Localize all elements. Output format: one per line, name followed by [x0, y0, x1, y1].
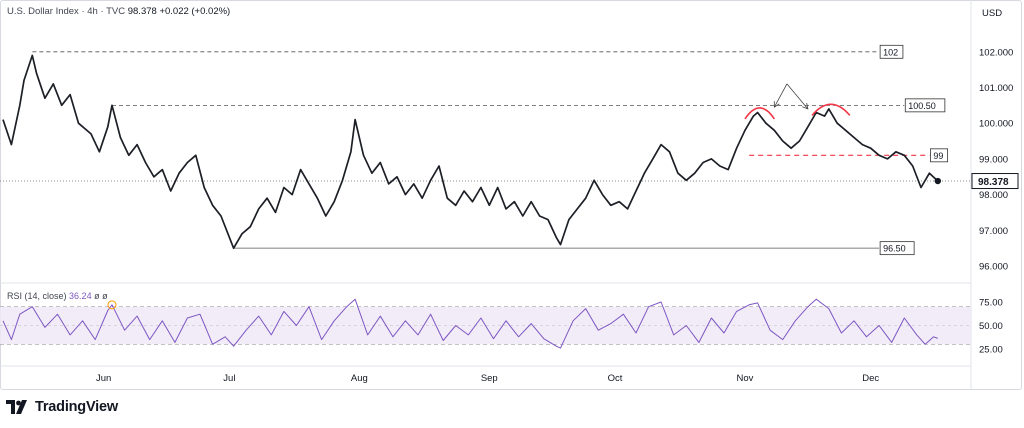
rsi-label: RSI (14, close)	[7, 291, 67, 301]
currency-label: USD	[982, 8, 1002, 19]
rsi-extra-1: ø	[94, 291, 100, 301]
price-chart[interactable]: USD 102 100.50 96.50 99 102.000 101.000 100.0…	[0, 0, 1024, 390]
price-tick-label: 100.000	[979, 119, 1013, 130]
last-price-dot	[934, 177, 942, 185]
price-change-readout: +0.022 (+0.02%)	[159, 6, 231, 17]
pointer-arrow-2	[786, 83, 809, 110]
level-label-99: 99	[933, 151, 943, 161]
rsi-value: 36.24	[69, 291, 92, 301]
rsi-series-line	[2, 298, 938, 349]
rsi-overbought-marker	[107, 300, 117, 310]
brand-name: TradingView	[35, 399, 118, 415]
time-tick-label: Nov	[737, 373, 754, 384]
time-tick-label: Dec	[862, 373, 879, 384]
pointer-arrow-1	[773, 83, 788, 108]
level-label-100.50: 100.50	[908, 101, 936, 111]
tradingview-logo-icon	[6, 400, 27, 414]
time-tick-label: Jun	[96, 373, 111, 384]
level-label-box-96.50	[879, 241, 915, 256]
pointer-arrowhead-2	[802, 102, 809, 110]
level-label-box-99	[930, 148, 949, 163]
last-price-tag-label: 98.378	[978, 177, 1009, 188]
last-price-readout: 98.378	[127, 6, 157, 17]
price-tick-label: 97.000	[979, 226, 1008, 237]
symbol-title: U.S. Dollar Index · 4h · TVC	[7, 6, 126, 17]
level-label-96.50: 96.50	[883, 244, 906, 254]
rsi-legend: RSI (14, close) 36.24 ø ø	[7, 291, 108, 301]
level-label-102: 102	[883, 47, 898, 57]
price-tick-label: 96.000	[979, 262, 1008, 273]
time-tick-label: Jul	[223, 373, 235, 384]
symbol-legend: U.S. Dollar Index · 4h · TVC 98.378 +0.0…	[7, 6, 230, 17]
level-label-box-100.50	[904, 98, 946, 113]
level-label-box-102	[879, 44, 904, 59]
top-arc-2	[811, 103, 851, 116]
price-series-line	[2, 54, 939, 250]
rsi-tick-label: 75.00	[979, 298, 1003, 309]
time-tick-label: Sep	[481, 373, 498, 384]
rsi-tick-label: 50.00	[979, 321, 1003, 332]
rsi-tick-label: 25.00	[979, 345, 1003, 356]
chart-frame	[0, 0, 1022, 390]
price-tick-label: 99.000	[979, 154, 1008, 165]
last-price-tag	[971, 173, 1019, 190]
pointer-arrowhead-1	[773, 101, 780, 108]
price-tick-label: 102.000	[979, 47, 1013, 58]
top-arc-1	[744, 107, 775, 120]
time-tick-label: Oct	[608, 373, 623, 384]
brand-logo: TradingView	[6, 399, 118, 415]
rsi-extra-2: ø	[102, 291, 108, 301]
price-tick-label: 98.000	[979, 190, 1008, 201]
price-tick-label: 101.000	[979, 83, 1013, 94]
time-tick-label: Aug	[351, 373, 368, 384]
